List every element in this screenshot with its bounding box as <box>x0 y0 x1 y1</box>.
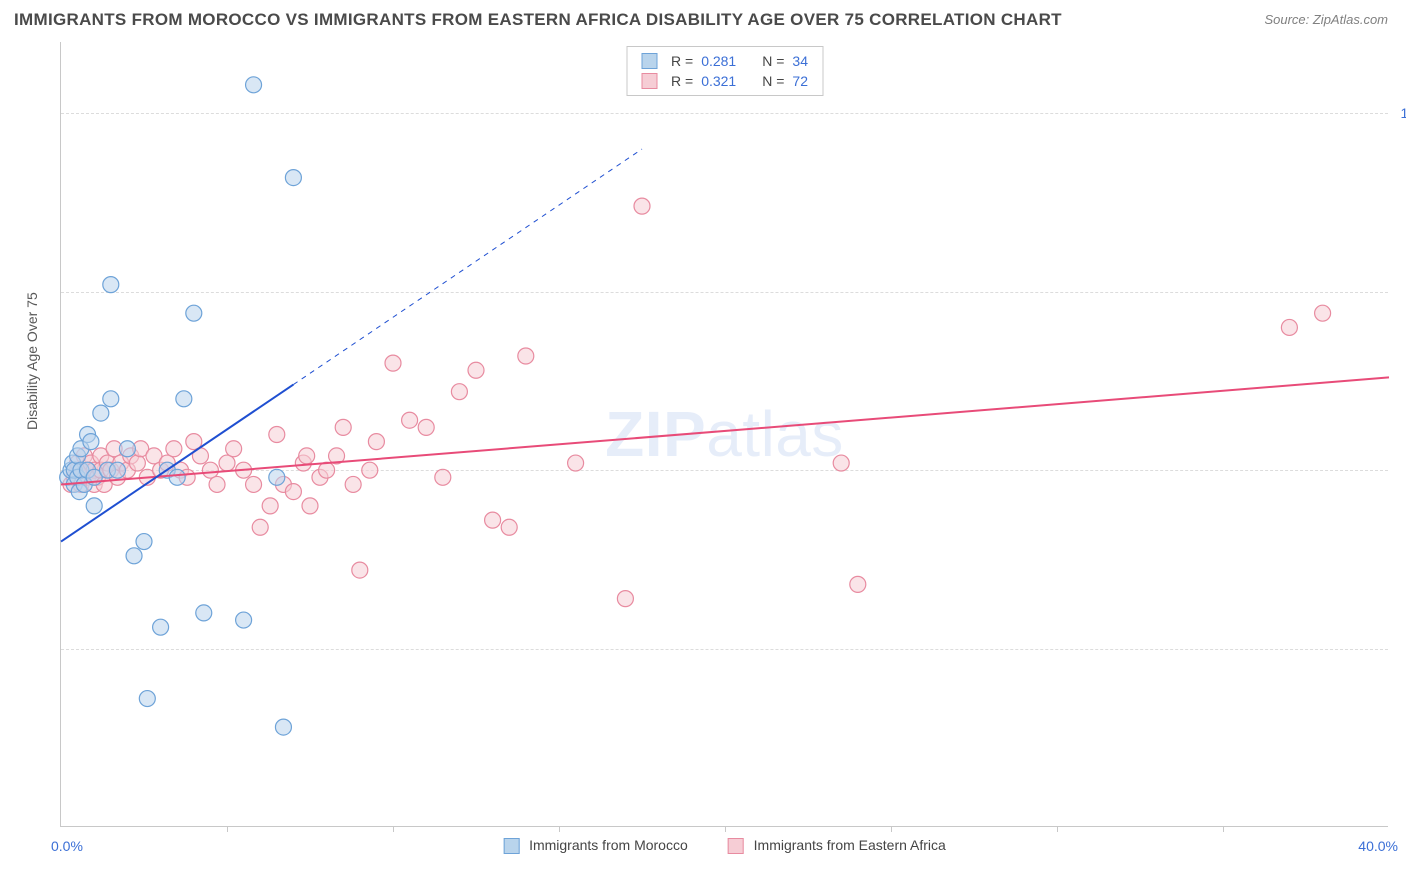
data-point <box>219 455 235 471</box>
data-point <box>126 548 142 564</box>
y-tick-label: 25.0% <box>1393 641 1406 657</box>
data-point <box>186 305 202 321</box>
y-tick-label: 75.0% <box>1393 284 1406 300</box>
x-tick <box>559 826 560 832</box>
x-tick <box>725 826 726 832</box>
data-point <box>103 277 119 293</box>
n-label: N = <box>762 53 784 69</box>
data-point <box>269 469 285 485</box>
y-axis-label: Disability Age Over 75 <box>24 292 40 430</box>
data-point <box>468 362 484 378</box>
series-a-n: 34 <box>792 53 808 69</box>
x-tick <box>891 826 892 832</box>
data-point <box>299 448 315 464</box>
data-point <box>435 469 451 485</box>
chart-title: IMMIGRANTS FROM MOROCCO VS IMMIGRANTS FR… <box>14 10 1062 30</box>
legend-item-a: Immigrants from Morocco <box>503 837 688 854</box>
data-point <box>368 434 384 450</box>
data-point <box>451 384 467 400</box>
swatch-series-b <box>641 73 657 89</box>
x-tick <box>1223 826 1224 832</box>
x-tick <box>393 826 394 832</box>
data-point <box>319 462 335 478</box>
data-point <box>518 348 534 364</box>
data-point <box>83 434 99 450</box>
data-point <box>166 441 182 457</box>
data-point <box>93 405 109 421</box>
data-point <box>833 455 849 471</box>
legend-item-b: Immigrants from Eastern Africa <box>728 837 946 854</box>
data-point <box>109 462 125 478</box>
data-point <box>129 455 145 471</box>
r-label: R = <box>671 53 693 69</box>
data-point <box>252 519 268 535</box>
data-point <box>418 419 434 435</box>
legend-label-b: Immigrants from Eastern Africa <box>754 837 946 853</box>
data-point <box>1315 305 1331 321</box>
data-point <box>362 462 378 478</box>
y-tick-label: 50.0% <box>1393 462 1406 478</box>
data-point <box>103 391 119 407</box>
data-point <box>617 591 633 607</box>
data-point <box>246 476 262 492</box>
x-max-label: 40.0% <box>1358 838 1398 854</box>
data-point <box>119 441 135 457</box>
data-point <box>153 619 169 635</box>
series-b-r: 0.321 <box>701 73 736 89</box>
trend-line <box>61 377 1389 484</box>
correlation-legend: R = 0.281 N = 34 R = 0.321 N = 72 <box>626 46 823 96</box>
data-point <box>385 355 401 371</box>
r-label: R = <box>671 73 693 89</box>
y-tick-label: 100.0% <box>1393 105 1406 121</box>
plot-svg <box>61 42 1388 826</box>
data-point <box>169 469 185 485</box>
series-b-n: 72 <box>792 73 808 89</box>
x-min-label: 0.0% <box>51 838 83 854</box>
data-point <box>202 462 218 478</box>
data-point <box>345 476 361 492</box>
data-point <box>236 612 252 628</box>
data-point <box>568 455 584 471</box>
data-point <box>136 534 152 550</box>
data-point <box>176 391 192 407</box>
data-point <box>352 562 368 578</box>
series-b-points <box>63 198 1331 607</box>
legend-row-b: R = 0.321 N = 72 <box>641 71 808 91</box>
series-a-r: 0.281 <box>701 53 736 69</box>
legend-label-a: Immigrants from Morocco <box>529 837 688 853</box>
x-tick <box>227 826 228 832</box>
data-point <box>1281 319 1297 335</box>
data-point <box>269 427 285 443</box>
data-point <box>285 170 301 186</box>
data-point <box>302 498 318 514</box>
data-point <box>275 719 291 735</box>
x-tick <box>1057 826 1058 832</box>
source-attribution: Source: ZipAtlas.com <box>1264 12 1388 27</box>
data-point <box>246 77 262 93</box>
data-point <box>850 576 866 592</box>
swatch-series-a-icon <box>503 838 519 854</box>
trend-line <box>293 149 642 384</box>
series-a-points <box>60 77 302 735</box>
plot-area: ZIPatlas 25.0%50.0%75.0%100.0% R = 0.281… <box>60 42 1388 827</box>
data-point <box>196 605 212 621</box>
data-point <box>501 519 517 535</box>
swatch-series-a <box>641 53 657 69</box>
data-point <box>226 441 242 457</box>
swatch-series-b-icon <box>728 838 744 854</box>
data-point <box>262 498 278 514</box>
data-point <box>335 419 351 435</box>
data-point <box>86 498 102 514</box>
data-point <box>139 691 155 707</box>
legend-row-a: R = 0.281 N = 34 <box>641 51 808 71</box>
legend-bottom: Immigrants from Morocco Immigrants from … <box>503 837 946 854</box>
data-point <box>485 512 501 528</box>
n-label: N = <box>762 73 784 89</box>
data-point <box>634 198 650 214</box>
data-point <box>402 412 418 428</box>
data-point <box>285 484 301 500</box>
data-point <box>209 476 225 492</box>
